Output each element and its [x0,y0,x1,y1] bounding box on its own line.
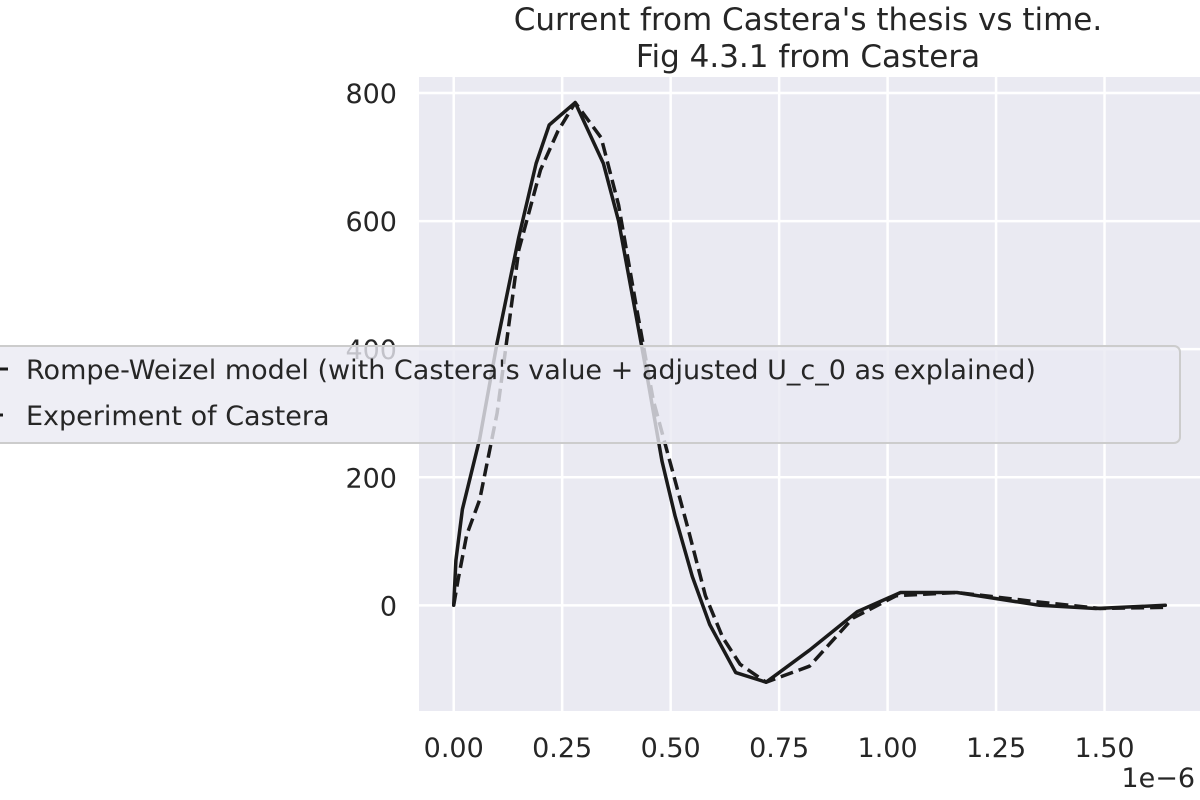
legend-label-experiment: Experiment of Castera [26,401,330,432]
legend: Rompe-Weizel model (with Castera's value… [0,345,1181,444]
legend-label-model: Rompe-Weizel model (with Castera's value… [26,355,1036,386]
x-tick-label: 0.00 [424,733,484,764]
x-tick-label: 0.50 [641,733,701,764]
y-tick-label: 200 [345,463,397,494]
y-tick-label: 600 [345,207,397,238]
x-tick-label: 1.00 [858,733,918,764]
series-line-model [451,100,1168,684]
x-tick-label: 1.50 [1074,733,1134,764]
chart-title-line-1: Current from Castera's thesis vs time. [514,2,1102,38]
x-tick-label: 0.25 [532,733,592,764]
x-tick-label: 0.75 [749,733,809,764]
y-tick-label: 800 [345,79,397,110]
chart-title-line-2: Fig 4.3.1 from Castera [636,39,980,75]
y-tick-label: 0 [380,591,397,622]
legend-box [0,345,1181,444]
x-tick-label: 1.25 [966,733,1026,764]
x-axis-ticks: 0.00 0.25 0.50 0.75 1.00 1.25 1.50 [424,733,1135,764]
x-offset-label: 1e−6 [1121,763,1195,794]
